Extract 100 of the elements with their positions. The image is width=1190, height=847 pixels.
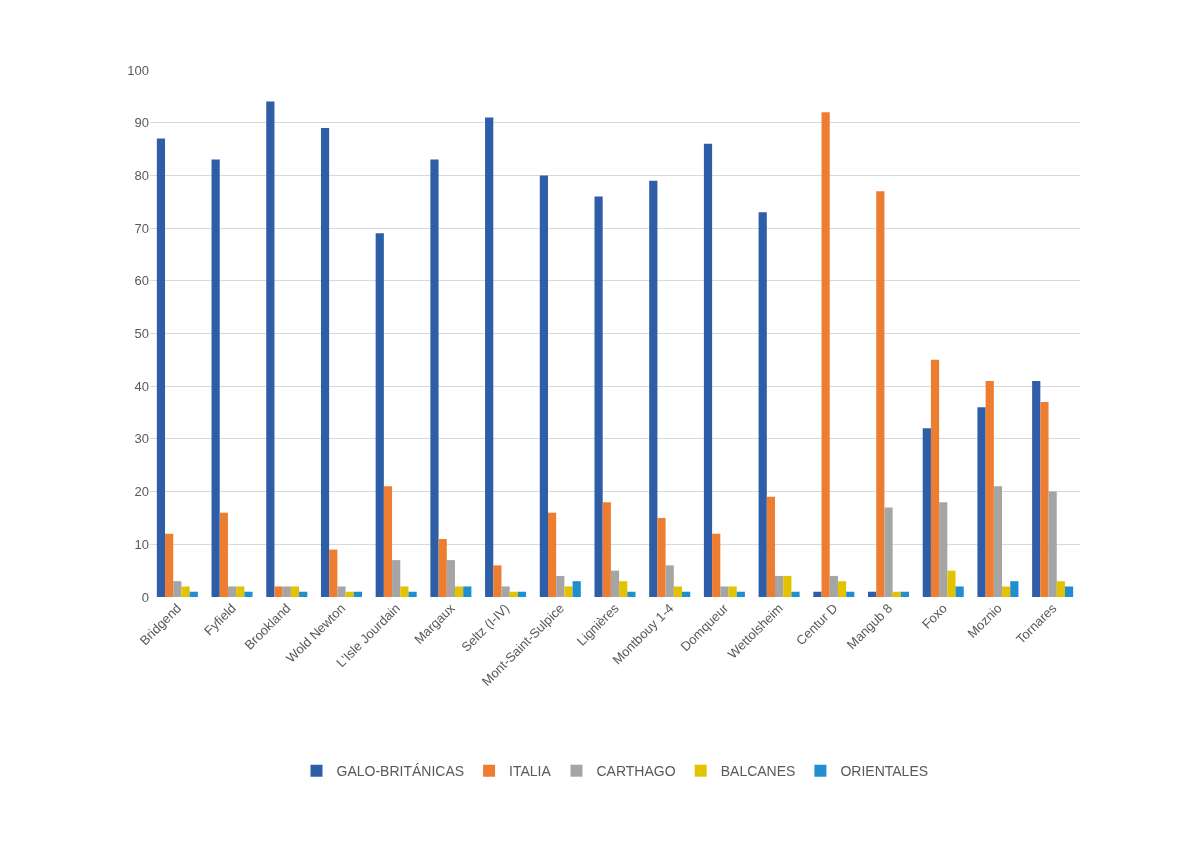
bar	[829, 575, 838, 597]
bar	[846, 591, 855, 597]
bar	[985, 380, 994, 597]
legend-label: ITALIA	[509, 763, 552, 780]
bar	[430, 159, 439, 597]
bar	[539, 175, 548, 597]
bar	[383, 486, 393, 597]
bar	[564, 586, 573, 597]
bar	[392, 560, 401, 597]
bar	[266, 101, 275, 597]
bar	[509, 591, 518, 597]
bar	[329, 549, 338, 597]
y-tick-label: 10	[134, 536, 149, 552]
bar	[619, 581, 628, 597]
bar	[922, 428, 931, 597]
y-tick-label: 20	[134, 484, 149, 500]
bar	[282, 586, 291, 597]
legend-label: ORIENTALES	[840, 763, 929, 780]
bar	[274, 586, 283, 597]
bar	[375, 233, 384, 597]
bar	[547, 512, 557, 597]
bar	[682, 591, 691, 597]
bar	[939, 502, 948, 597]
y-tick-label: 50	[134, 326, 149, 342]
bar	[665, 565, 674, 597]
bar	[165, 533, 174, 597]
bar	[400, 586, 409, 597]
bar	[446, 560, 455, 597]
bar	[720, 586, 729, 597]
bar	[791, 591, 800, 597]
bar	[173, 581, 182, 597]
bar	[728, 586, 737, 597]
bar	[1032, 380, 1041, 597]
bar	[454, 586, 464, 597]
bar	[602, 502, 611, 597]
bar	[1002, 586, 1011, 597]
bar	[703, 143, 713, 597]
bar	[900, 591, 910, 597]
bar	[821, 112, 830, 597]
bar	[572, 581, 581, 597]
bar	[493, 565, 502, 597]
bar	[211, 159, 220, 597]
y-tick-label: 60	[134, 273, 149, 289]
bar	[1056, 581, 1065, 597]
bar	[775, 575, 784, 597]
bar	[219, 512, 228, 597]
bar	[556, 575, 565, 597]
bar	[876, 191, 885, 597]
bar	[156, 138, 166, 597]
bar	[299, 591, 308, 597]
bar	[463, 586, 472, 597]
bar	[1010, 581, 1019, 597]
bar	[189, 591, 198, 597]
legend-label: CARTHAGO	[596, 763, 676, 780]
bar	[485, 117, 494, 597]
bar	[657, 517, 666, 597]
bar	[353, 591, 362, 597]
y-tick-label: 90	[134, 115, 149, 131]
bar	[868, 591, 877, 597]
bar	[181, 586, 190, 597]
bar	[517, 591, 527, 597]
bar	[1040, 402, 1049, 597]
bar	[947, 570, 956, 597]
bar	[1064, 586, 1074, 597]
bar	[627, 591, 636, 597]
bar	[758, 212, 767, 597]
bar	[345, 591, 354, 597]
bar	[955, 586, 964, 597]
y-tick-label: 30	[134, 431, 149, 447]
bar	[673, 586, 683, 597]
bar	[244, 591, 253, 597]
bar	[1048, 491, 1057, 597]
bar	[337, 586, 346, 597]
bar	[892, 591, 901, 597]
bar	[594, 196, 603, 597]
bar	[438, 539, 447, 597]
bar	[610, 570, 620, 597]
bar	[290, 586, 300, 597]
bar	[236, 586, 245, 597]
bar	[766, 496, 776, 597]
y-tick-label: 0	[141, 589, 149, 605]
bar	[813, 591, 822, 597]
legend-label: BALCANES	[720, 763, 796, 780]
bar	[501, 586, 510, 597]
bar	[837, 581, 847, 597]
bar	[227, 586, 237, 597]
y-tick-label: 70	[134, 220, 149, 236]
bar	[977, 407, 986, 597]
legend-label: GALO-BRITÁNICAS	[336, 763, 465, 780]
bar	[320, 127, 330, 597]
y-tick-label: 80	[134, 167, 149, 183]
bar	[712, 533, 721, 597]
bar	[783, 575, 792, 597]
bar	[736, 591, 745, 597]
bar	[649, 180, 658, 597]
y-tick-label: 100	[127, 62, 149, 78]
bar	[884, 507, 893, 597]
y-tick-label: 40	[134, 378, 149, 394]
bar	[408, 591, 417, 597]
bar	[930, 359, 940, 597]
